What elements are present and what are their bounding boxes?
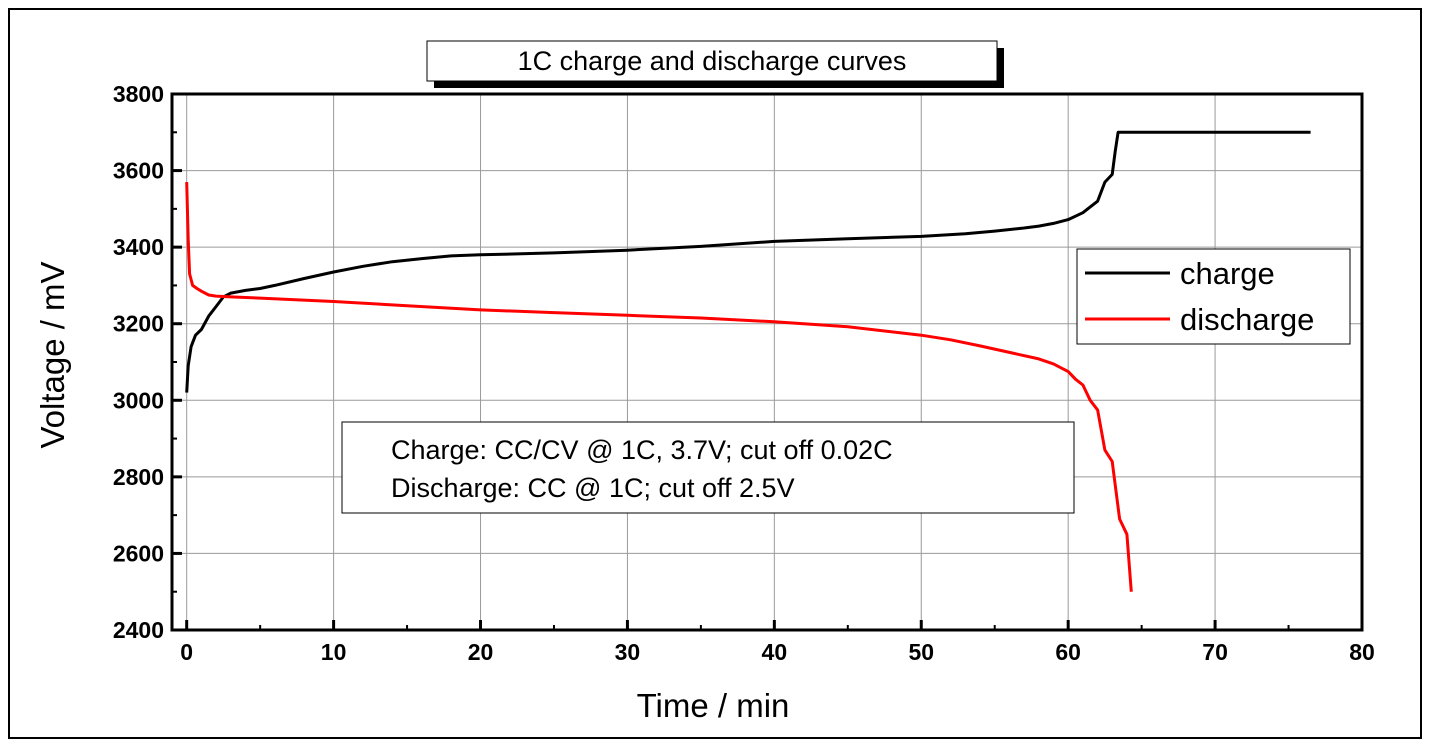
y-tick-label: 3800 (113, 81, 164, 107)
chart-title: 1C charge and discharge curves (518, 46, 907, 76)
axis-ticks: 0 10 20 30 40 50 60 70 80 2400 2600 2800 3000 3200 340… (113, 81, 1375, 665)
legend-frame (1076, 248, 1351, 345)
x-tick-label: 80 (1349, 639, 1375, 665)
x-tick-label: 50 (908, 639, 934, 665)
legend: charge discharge (1076, 248, 1351, 345)
x-tick-label: 10 (321, 639, 347, 665)
x-tick-label: 70 (1202, 639, 1228, 665)
y-tick-label: 3200 (113, 311, 164, 337)
annotation-line-charge: Charge: CC/CV @ 1C, 3.7V; cut off 0.02C (391, 435, 893, 465)
x-tick-label: 30 (615, 639, 641, 665)
legend-label-charge: charge (1180, 256, 1275, 291)
y-tick-label: 3000 (113, 387, 164, 413)
annotation-box: Charge: CC/CV @ 1C, 3.7V; cut off 0.02C … (341, 421, 1075, 514)
grid (172, 94, 1362, 630)
series-line-charge (185, 130, 1311, 393)
annotation-frame (341, 421, 1075, 514)
legend-label-discharge: discharge (1180, 302, 1314, 337)
y-tick-label: 3400 (113, 234, 164, 260)
x-axis-title: Time / min (637, 687, 790, 724)
x-tick-label: 0 (180, 639, 193, 665)
x-tick-label: 60 (1055, 639, 1081, 665)
y-tick-label: 2600 (113, 540, 164, 566)
title-frame (426, 40, 998, 82)
y-tick-label: 2800 (113, 464, 164, 490)
annotation-line-discharge: Discharge: CC @ 1C; cut off 2.5V (391, 473, 795, 503)
plot-area (170, 92, 1364, 632)
figure-frame (8, 8, 1422, 739)
y-axis-title: Voltage / mV (34, 261, 71, 448)
y-tick-label: 3600 (113, 158, 164, 184)
chart-title-box: 1C charge and discharge curves (426, 40, 1004, 88)
x-tick-label: 20 (468, 639, 494, 665)
series-line-discharge (185, 182, 1133, 592)
x-tick-label: 40 (762, 639, 788, 665)
series-layer (185, 130, 1311, 592)
y-tick-label: 2400 (113, 617, 164, 643)
